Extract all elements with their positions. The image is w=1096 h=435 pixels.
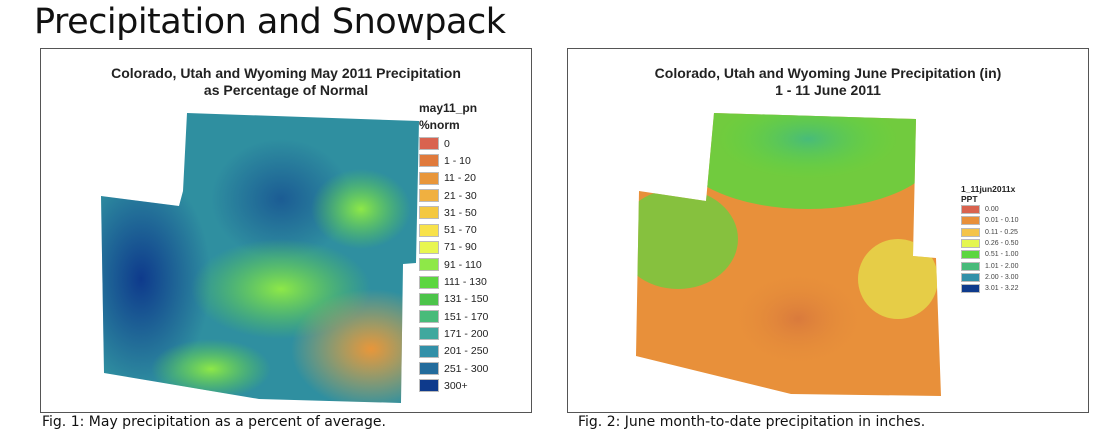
june-precip-map-panel: Colorado, Utah and Wyoming June Precipit…	[567, 48, 1089, 413]
legend-label: 171 - 200	[444, 327, 489, 340]
legend-label: 111 - 130	[444, 276, 487, 289]
legend-label: 151 - 170	[444, 310, 489, 323]
legend-item: 151 - 170	[419, 308, 488, 325]
legend-item: 0.01 - 0.10	[961, 215, 1018, 226]
figure-2-caption: Fig. 2: June month-to-date precipitation…	[578, 414, 926, 430]
legend-label: 0.51 - 1.00	[985, 251, 1019, 259]
may-precip-map-panel: Colorado, Utah and Wyoming May 2011 Prec…	[40, 48, 532, 413]
map-title: Colorado, Utah and Wyoming May 2011 Prec…	[111, 65, 461, 98]
legend-item: 31 - 50	[419, 204, 488, 221]
legend-item: 91 - 110	[419, 256, 488, 273]
legend-item: 0.51 - 1.00	[961, 249, 1018, 260]
legend-label: 51 - 70	[444, 224, 477, 237]
legend-swatch	[419, 362, 439, 375]
legend-item: 3.01 - 3.22	[961, 283, 1018, 294]
legend-label: 0.11 - 0.25	[985, 228, 1018, 236]
legend-label: 91 - 110	[444, 258, 482, 271]
legend-swatch	[961, 239, 980, 249]
legend-label: 251 - 300	[444, 362, 489, 375]
legend-item: 2.00 - 3.00	[961, 272, 1018, 283]
legend-item: 21 - 30	[419, 187, 488, 204]
legend-label: 2.00 - 3.00	[985, 273, 1019, 281]
legend-swatch	[419, 189, 439, 203]
legend-label: 21 - 30	[444, 189, 477, 202]
legend-swatch	[419, 310, 439, 324]
legend-swatch	[419, 137, 439, 151]
legend-swatch	[961, 205, 980, 215]
legend-item: 111 - 130	[419, 273, 488, 290]
legend-swatch	[419, 275, 439, 289]
legend-label: 71 - 90	[444, 241, 477, 254]
legend-swatch	[419, 379, 439, 393]
figure-1-caption: Fig. 1: May precipitation as a percent o…	[42, 414, 386, 430]
legend-item: 0	[419, 135, 488, 152]
legend-item: 11 - 20	[419, 170, 488, 187]
legend-swatch	[419, 344, 439, 358]
legend-swatch	[419, 258, 439, 272]
legend-item: 300+	[419, 377, 488, 394]
legend-label: 31 - 50	[444, 206, 477, 219]
legend-swatch	[961, 227, 980, 237]
legend-swatch	[419, 292, 439, 306]
legend-item: 201 - 250	[419, 343, 488, 360]
legend-swatch	[419, 171, 439, 185]
map-title: Colorado, Utah and Wyoming June Precipit…	[654, 65, 1002, 98]
legend-item: 131 - 150	[419, 291, 488, 308]
legend-swatch	[419, 206, 439, 220]
legend-label: 300+	[444, 379, 468, 392]
legend-item: 0.00	[961, 204, 1018, 215]
legend-item: 0.26 - 0.50	[961, 238, 1018, 249]
legend-swatch	[961, 284, 980, 294]
legend-label: 201 - 250	[444, 345, 489, 358]
legend-label: 11 - 20	[444, 172, 476, 185]
legend-item: 251 - 300	[419, 360, 488, 377]
legend-label: 131 - 150	[444, 293, 489, 306]
legend-item: 1 - 10	[419, 152, 488, 169]
legend-item: 51 - 70	[419, 221, 488, 238]
legend-item: 0.11 - 0.25	[961, 227, 1018, 238]
legend-swatch	[961, 250, 980, 260]
legend-swatch	[419, 154, 439, 168]
legend-swatch	[419, 223, 439, 237]
legend-swatch	[961, 272, 980, 282]
legend-swatch	[961, 216, 980, 226]
legend-item: 1.01 - 2.00	[961, 260, 1018, 271]
may-precip-map	[101, 113, 419, 403]
legend-item: 71 - 90	[419, 239, 488, 256]
legend-label: 0.01 - 0.10	[985, 217, 1019, 225]
june-precip-map	[636, 113, 941, 396]
legend-item: 171 - 200	[419, 325, 488, 342]
legend-swatch	[961, 261, 980, 271]
legend-label: 1 - 10	[444, 154, 471, 167]
legend-label: 1.01 - 2.00	[985, 262, 1019, 270]
legend-swatch	[419, 240, 439, 254]
legend-label: 3.01 - 3.22	[985, 285, 1019, 293]
map-legend: 1_11jun2011x PPT 0.00 0.01 - 0.10 0.11 - 0…	[961, 184, 1018, 294]
legend-label: 0.00	[985, 206, 999, 214]
legend-label: 0.26 - 0.50	[985, 240, 1019, 248]
slide-title: Precipitation and Snowpack	[34, 2, 506, 42]
legend-swatch	[419, 327, 439, 341]
legend-label: 0	[444, 137, 450, 150]
